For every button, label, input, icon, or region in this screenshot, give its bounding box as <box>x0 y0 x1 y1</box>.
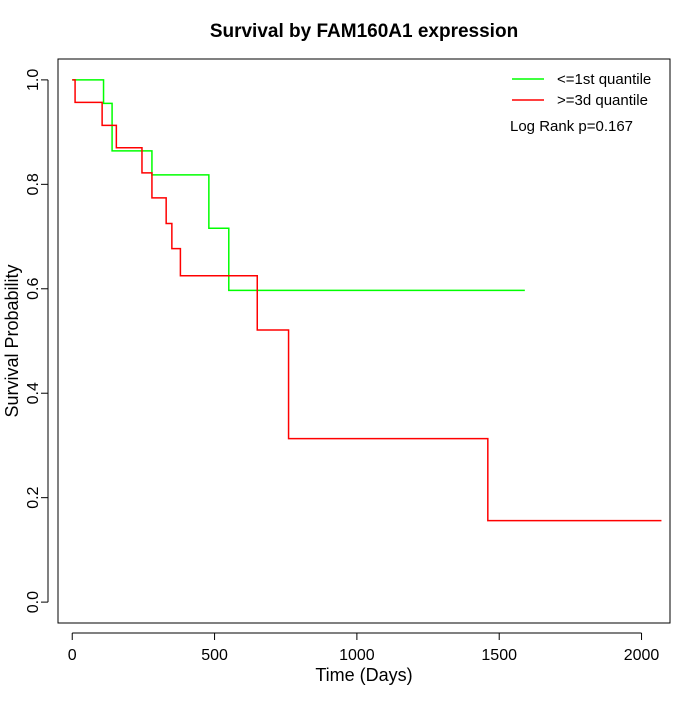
y-tick-label: 0.6 <box>25 278 42 300</box>
x-tick-label: 2000 <box>624 647 660 664</box>
chart-title: Survival by FAM160A1 expression <box>210 21 518 42</box>
series-layer <box>72 79 662 522</box>
x-tick-label: 1000 <box>339 647 375 664</box>
axes-layer: 0 500 1000 1500 2000 0.0 0.2 0.4 0.6 0.8 1.0 <box>25 69 659 664</box>
y-tick-label: 0.8 <box>25 173 42 195</box>
x-tick-label: 500 <box>201 647 228 664</box>
legend: <=1st quantile >=3d quantile <box>512 71 651 109</box>
x-tick-label: 0 <box>68 647 77 664</box>
survival-curve-series-1 <box>72 79 525 292</box>
y-tick-label: 0.4 <box>25 382 42 404</box>
y-axis-label: Survival Probability <box>2 264 22 417</box>
legend-label-series-2: >=3d quantile <box>557 92 648 109</box>
y-tick-label: 0.0 <box>25 591 42 613</box>
plot-frame <box>57 58 671 624</box>
x-axis-label: Time (Days) <box>315 665 412 685</box>
log-rank-annotation: Log Rank p=0.167 <box>510 118 633 135</box>
x-tick-label: 1500 <box>481 647 517 664</box>
y-tick-label: 0.2 <box>25 486 42 508</box>
survival-curve-series-2 <box>72 79 662 522</box>
y-tick-label: 1.0 <box>25 69 42 91</box>
legend-label-series-1: <=1st quantile <box>557 71 651 88</box>
